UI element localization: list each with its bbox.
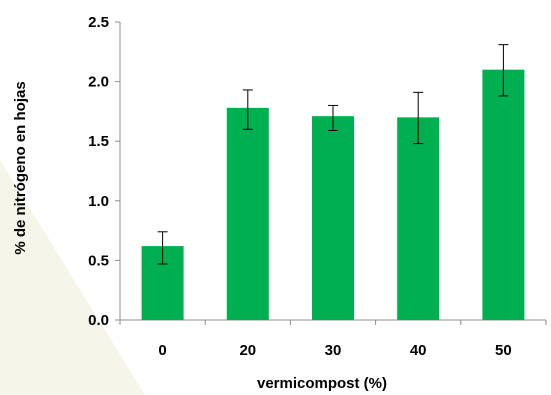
x-tick-label: 30 [325,342,342,359]
y-tick-label: 1.5 [88,133,109,150]
x-axis [119,319,547,325]
bar [397,117,440,320]
bar [482,69,525,321]
y-tick-labels: 0.0 0.5 1.0 1.5 2.0 2.5 [88,14,109,329]
y-tick-label: 2.5 [88,14,109,31]
x-tick-label: 0 [158,342,166,359]
y-axis [115,21,121,321]
y-tick-label: 1.0 [88,193,109,210]
x-tick-label: 20 [239,342,256,359]
bar [226,107,269,320]
background-triangle [0,160,145,395]
y-tick-label: 0.5 [88,252,109,269]
bars [141,69,525,321]
x-tick-labels: 0 20 30 40 50 [158,342,511,359]
y-tick-label: 2.0 [88,74,109,91]
bar [312,116,354,320]
x-tick-label: 50 [495,342,512,359]
y-tick-label: 0.0 [88,312,109,329]
error-bars [157,44,509,265]
x-axis-label: vermicompost (%) [257,375,387,392]
y-axis-label: % de nitrógeno en hojas [12,81,29,254]
x-tick-label: 40 [410,342,427,359]
